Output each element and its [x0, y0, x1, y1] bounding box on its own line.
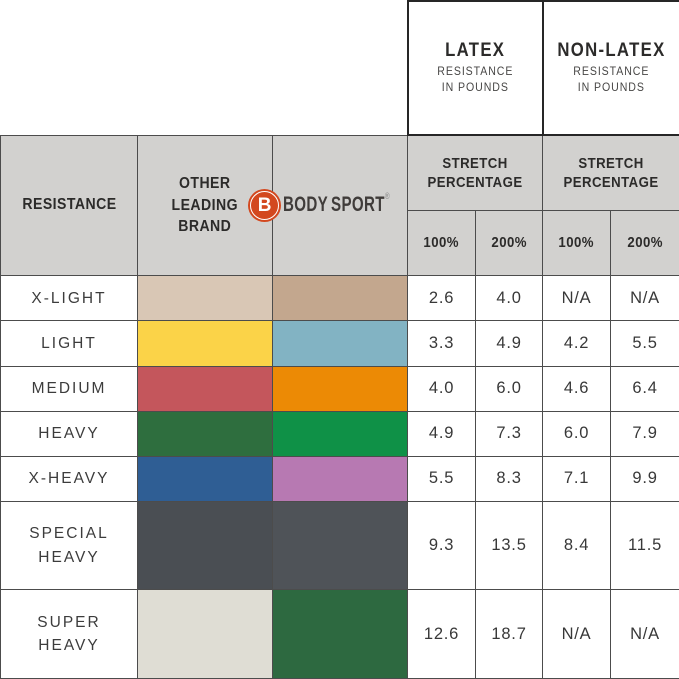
non-latex-200-value: 9.9: [610, 455, 679, 503]
body-sport-color-swatch: [271, 365, 409, 412]
header-non-latex-200: 200%: [610, 210, 679, 277]
body-sport-logo: B BODY SPORT®: [248, 188, 407, 222]
header-stretch-latex: STRETCH PERCENTAGE: [407, 134, 544, 212]
latex-200-value: 8.3: [475, 455, 544, 503]
latex-200-value: 4.9: [475, 320, 544, 367]
top-left-blank-area: [0, 1, 408, 136]
non-latex-100-value: 8.4: [542, 500, 612, 591]
body-sport-color-swatch: [271, 455, 409, 503]
non-latex-200-value: 11.5: [610, 500, 679, 591]
header-non-latex-title: NON-LATEX: [556, 40, 666, 62]
other-brand-color-swatch: [137, 320, 273, 367]
non-latex-200-value: 7.9: [610, 410, 679, 457]
header-other-brand-label: OTHER LEADING BRAND: [171, 175, 239, 236]
header-stretch-latex-label: STRETCH PERCENTAGE: [427, 154, 523, 192]
body-sport-color-swatch: [271, 275, 409, 322]
latex-200-value: 18.7: [475, 589, 544, 679]
other-brand-color-swatch: [137, 410, 273, 457]
resistance-level-label: SPECIAL HEAVY: [0, 500, 138, 591]
resistance-level-label: SUPER HEAVY: [0, 589, 138, 679]
resistance-table-row: MEDIUM 4.0 6.0 4.6 6.4: [0, 365, 679, 412]
latex-100-value: 2.6: [407, 275, 477, 322]
stretch-subheader-row: 100% 200% 100% 200%: [1, 210, 679, 277]
header-non-latex: NON-LATEX RESISTANCE IN POUNDS: [541, 0, 679, 137]
header-latex-200: 200%: [475, 210, 544, 277]
other-brand-color-swatch: [137, 500, 273, 591]
resistance-level-label: LIGHT: [0, 320, 138, 367]
latex-200-value: 7.3: [475, 410, 544, 457]
resistance-table-row: X-LIGHT 2.6 4.0 N/A N/A: [0, 275, 679, 322]
header-resistance-column: RESISTANCE: [0, 134, 138, 277]
header-latex-200-label: 200%: [491, 234, 527, 252]
latex-100-value: 4.9: [407, 410, 477, 457]
top-header-row: LATEX RESISTANCE IN POUNDS NON-LATEX RES…: [0, 0, 679, 137]
header-latex-subtitle: RESISTANCE IN POUNDS: [437, 66, 514, 94]
latex-200-value: 6.0: [475, 365, 544, 412]
resistance-table-row: HEAVY 4.9 7.3 6.0 7.9: [0, 410, 679, 457]
header-non-latex-200-label: 200%: [627, 234, 663, 252]
resistance-level-label: HEAVY: [0, 410, 138, 457]
non-latex-100-value: N/A: [542, 589, 612, 679]
other-brand-color-swatch: [137, 275, 273, 322]
registered-trademark-symbol: ®: [385, 191, 391, 202]
body-sport-color-swatch: [271, 589, 409, 679]
latex-200-value: 13.5: [475, 500, 544, 591]
header-latex: LATEX RESISTANCE IN POUNDS: [406, 0, 544, 137]
brand-word-body: BODY: [283, 193, 329, 217]
non-latex-100-value: N/A: [542, 275, 612, 322]
header-latex-title: LATEX: [444, 40, 506, 62]
header-stretch-non-latex: STRETCH PERCENTAGE: [542, 134, 679, 212]
non-latex-100-value: 4.6: [542, 365, 612, 412]
latex-100-value: 3.3: [407, 320, 477, 367]
body-sport-logo-icon: B: [248, 188, 282, 222]
resistance-table-row: X-HEAVY 5.5 8.3 7.1 9.9: [0, 455, 679, 503]
other-brand-color-swatch: [137, 365, 273, 412]
body-sport-logo-text: BODY SPORT®: [283, 191, 391, 217]
column-header-row: RESISTANCE OTHER LEADING BRAND B BODY SPO…: [0, 134, 679, 277]
latex-100-value: 4.0: [407, 365, 477, 412]
latex-100-value: 12.6: [407, 589, 477, 679]
brand-word-sport: SPORT: [331, 193, 386, 217]
latex-200-value: 4.0: [475, 275, 544, 322]
resistance-table-row: SPECIAL HEAVY 9.3 13.5 8.4 11.5: [0, 500, 679, 591]
resistance-level-label: MEDIUM: [0, 365, 138, 412]
body-sport-color-swatch: [271, 500, 409, 591]
other-brand-color-swatch: [137, 455, 273, 503]
table-body: X-LIGHT 2.6 4.0 N/A N/A LIGHT 3.3 4.9 4.…: [0, 275, 679, 679]
non-latex-100-value: 6.0: [542, 410, 612, 457]
header-stretch-non-latex-label: STRETCH PERCENTAGE: [563, 154, 659, 192]
header-latex-100: 100%: [407, 210, 477, 277]
non-latex-100-value: 4.2: [542, 320, 612, 367]
header-non-latex-100: 100%: [542, 210, 612, 277]
header-non-latex-100-label: 100%: [558, 234, 595, 252]
resistance-level-label: X-LIGHT: [0, 275, 138, 322]
resistance-level-label: X-HEAVY: [0, 455, 138, 503]
non-latex-200-value: 5.5: [610, 320, 679, 367]
resistance-table-row: SUPER HEAVY 12.6 18.7 N/A N/A: [0, 589, 679, 679]
body-sport-color-swatch: [271, 320, 409, 367]
latex-100-value: 9.3: [407, 500, 477, 591]
resistance-table-row: LIGHT 3.3 4.9 4.2 5.5: [0, 320, 679, 367]
body-sport-color-swatch: [271, 410, 409, 457]
header-latex-100-label: 100%: [423, 234, 460, 252]
non-latex-200-value: N/A: [610, 589, 679, 679]
header-non-latex-subtitle: RESISTANCE IN POUNDS: [573, 66, 650, 94]
non-latex-100-value: 7.1: [542, 455, 612, 503]
latex-100-value: 5.5: [407, 455, 477, 503]
other-brand-color-swatch: [137, 589, 273, 679]
non-latex-200-value: 6.4: [610, 365, 679, 412]
header-resistance-label: RESISTANCE: [21, 196, 117, 214]
non-latex-200-value: N/A: [610, 275, 679, 322]
header-body-sport-column: B BODY SPORT®: [248, 134, 409, 277]
body-sport-logo-letter: B: [257, 194, 272, 216]
